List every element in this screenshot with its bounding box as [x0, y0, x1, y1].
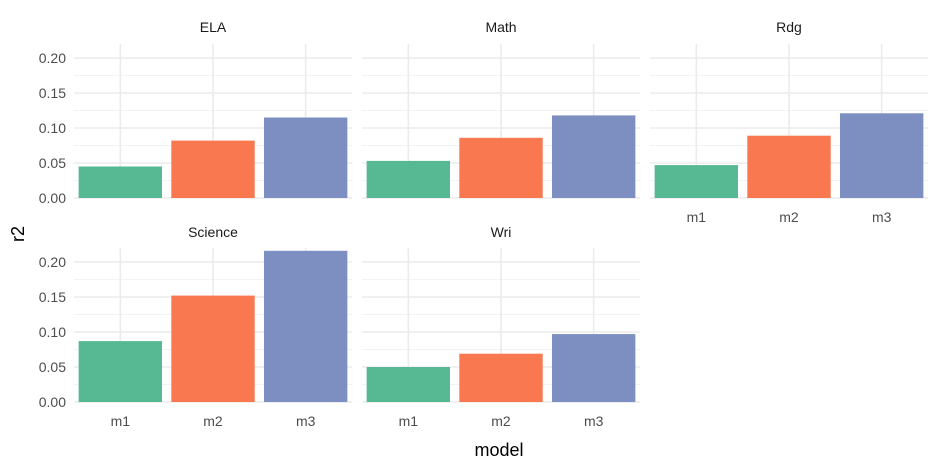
x-tick-label: m1	[399, 413, 419, 429]
facet-science: Science 0.00 0.05 0.10 0.15 0.20 m1 m2 m3	[39, 224, 352, 429]
x-tick-label: m1	[111, 413, 131, 429]
x-tick-label: m3	[872, 209, 892, 225]
bar-ela-m3	[263, 117, 348, 198]
x-tick-label: m2	[491, 413, 511, 429]
bar-math-m2	[459, 137, 543, 198]
facet-title: Math	[485, 19, 516, 35]
facet-ela: ELA 0.00 0.05 0.10 0.15 0.20	[39, 19, 352, 206]
bar-science-m1	[78, 341, 163, 402]
bar-wri-m1	[366, 367, 451, 402]
y-tick-label: 0.00	[39, 190, 66, 206]
bar-ela-m2	[171, 140, 255, 198]
facet-wri: Wri m1 m2 m3	[362, 224, 640, 429]
facet-title: Rdg	[776, 19, 802, 35]
y-tick-label: 0.00	[39, 394, 66, 410]
x-tick-label: m3	[584, 413, 604, 429]
bar-science-m3	[263, 250, 348, 402]
x-tick-label: m1	[687, 209, 707, 225]
x-tick-label: m2	[779, 209, 799, 225]
bar-science-m2	[171, 295, 255, 402]
bar-wri-m3	[551, 334, 636, 402]
facet-math: Math	[362, 19, 640, 199]
bar-ela-m1	[78, 166, 163, 198]
y-tick-label: 0.10	[39, 324, 66, 340]
bar-rdg-m3	[839, 113, 924, 198]
facet-title: Science	[188, 224, 238, 240]
bar-rdg-m2	[747, 135, 831, 198]
y-tick-label: 0.20	[39, 50, 66, 66]
facet-title: Wri	[491, 224, 512, 240]
facet-title: ELA	[200, 19, 227, 35]
bar-math-m3	[551, 115, 636, 198]
y-tick-label: 0.20	[39, 254, 66, 270]
y-tick-label: 0.15	[39, 85, 66, 101]
facet-rdg: Rdg m1 m2 m3	[650, 19, 928, 225]
x-tick-label: m2	[203, 413, 223, 429]
y-tick-label: 0.05	[39, 155, 66, 171]
x-axis-title: model	[474, 440, 523, 460]
bar-wri-m2	[459, 353, 543, 402]
x-tick-label: m3	[296, 413, 316, 429]
y-tick-label: 0.15	[39, 289, 66, 305]
y-axis-title: r2	[8, 226, 28, 242]
bar-math-m1	[366, 160, 451, 198]
bar-rdg-m1	[654, 165, 739, 198]
y-tick-label: 0.10	[39, 120, 66, 136]
y-tick-label: 0.05	[39, 359, 66, 375]
